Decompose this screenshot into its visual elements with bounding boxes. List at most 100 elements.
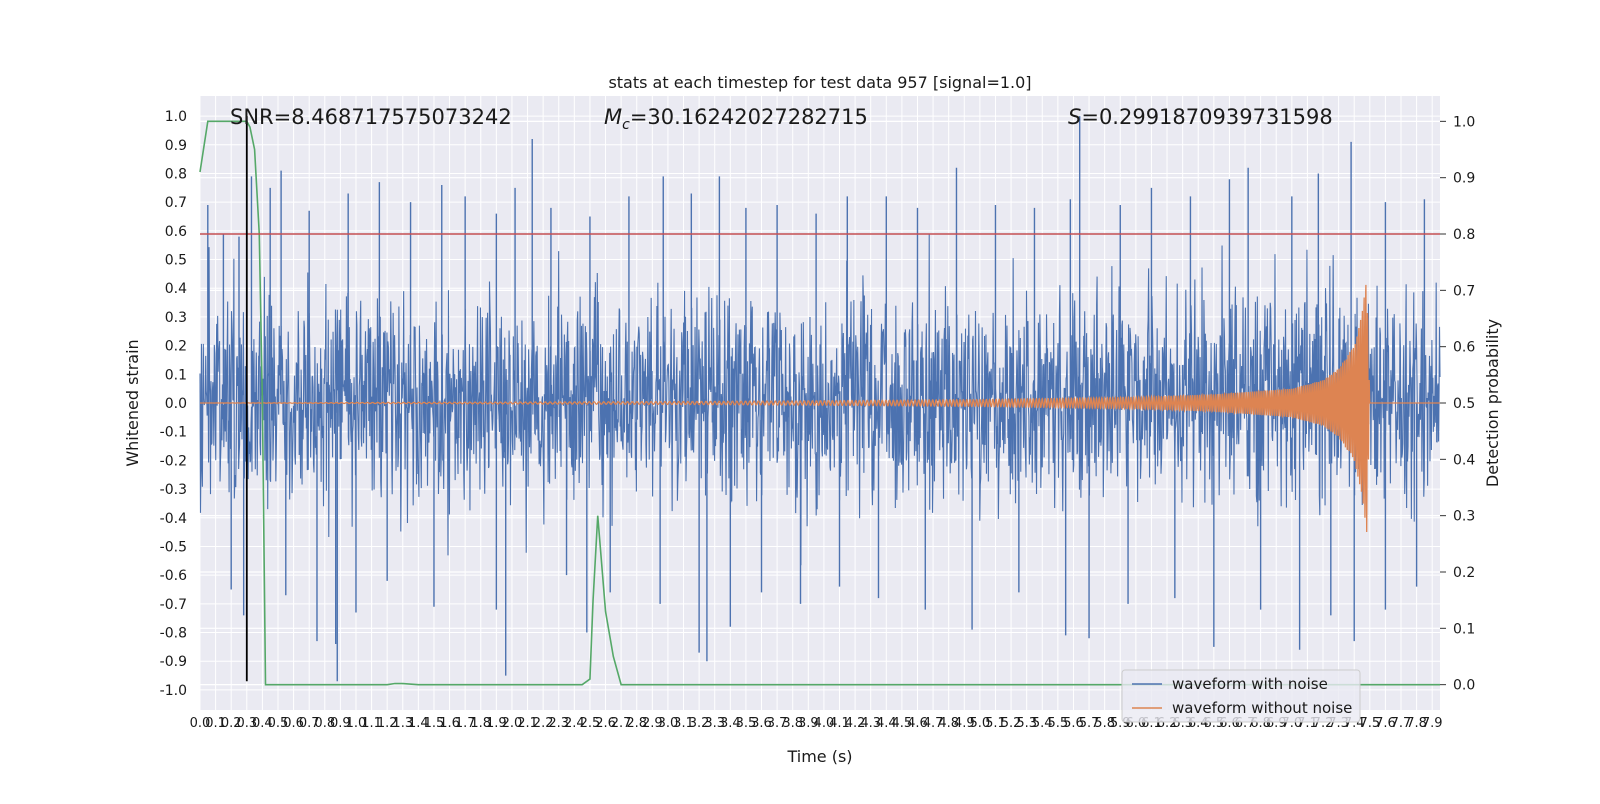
x-tick-label: 3.0: [658, 716, 679, 731]
probability-trace: [199, 120, 1440, 686]
y-tick-label: 0.3: [165, 310, 187, 326]
y-tick-label: 0.8: [165, 166, 187, 182]
x-tick-label: 3.8: [782, 716, 803, 731]
x-tick-label: 1.2: [377, 716, 398, 731]
x-tick-label: 3.5: [736, 716, 757, 731]
series-waveform-with-noise: [199, 116, 1441, 682]
x-tick-label: 3.4: [720, 716, 741, 731]
x-tick-label: 0.3: [236, 716, 257, 731]
x-tick-label: 0.1: [205, 716, 226, 731]
y-tick-label: -0.3: [160, 482, 187, 498]
x-tick-label: 2.2: [533, 716, 554, 731]
x-tick-label: 1.0: [346, 716, 367, 731]
x-tick-label: 1.3: [392, 716, 413, 731]
y2-tick-label: 0.9: [1453, 171, 1475, 187]
y2-tick-label: 0.3: [1453, 509, 1475, 525]
x-tick-label: 5.3: [1016, 716, 1037, 731]
series-waveform-without-noise: [200, 284, 1440, 532]
x-tick-label: 2.1: [517, 716, 538, 731]
snr-annotation: SNR=8.468717575073242: [230, 105, 512, 129]
y-tick-label: -0.1: [160, 425, 187, 441]
clean-trace: [200, 284, 1440, 532]
y-tick-label: 0.6: [165, 224, 187, 240]
x-tick-label: 1.4: [408, 716, 429, 731]
x-tick-label: 7.9: [1422, 716, 1443, 731]
mc-value: =30.16242027282715: [630, 105, 868, 129]
mc-annotation: Mc=30.16242027282715: [604, 105, 868, 133]
y-tick-label: -0.6: [160, 568, 187, 584]
x-tick-label: 4.9: [954, 716, 975, 731]
x-tick-label: 5.0: [970, 716, 991, 731]
x-tick-label: 5.1: [985, 716, 1006, 731]
x-tick-label: 5.2: [1001, 716, 1022, 731]
y-tick-label: -1.0: [160, 683, 187, 699]
mc-subscript: c: [622, 117, 630, 133]
x-tick-label: 1.1: [361, 716, 382, 731]
x-tick-label: 1.9: [486, 716, 507, 731]
x-tick-label: 4.0: [814, 716, 835, 731]
x-tick-label: 2.9: [642, 716, 663, 731]
series-detection-probability: [199, 120, 1440, 686]
x-tick-label: 0.7: [299, 716, 320, 731]
x-tick-label: 5.4: [1032, 716, 1053, 731]
y2-tick-label: 0.2: [1453, 565, 1475, 581]
x-tick-label: 0.0: [190, 716, 211, 731]
legend-label-waveform-without-noise: waveform without noise: [1172, 699, 1352, 717]
x-tick-label: 5.6: [1063, 716, 1084, 731]
y-tick-label: 0.5: [165, 253, 187, 269]
y-tick-label: 0.0: [165, 396, 187, 412]
x-tick-label: 2.7: [611, 716, 632, 731]
y-tick-label: 0.2: [165, 339, 187, 355]
x-tick-label: 1.6: [439, 716, 460, 731]
legend-label-waveform-with-noise: waveform with noise: [1172, 675, 1328, 693]
x-tick-label: 0.9: [330, 716, 351, 731]
y2-tick-label: 0.7: [1453, 283, 1475, 299]
y2-tick-label: 0.0: [1453, 678, 1475, 694]
x-tick-label: 4.7: [923, 716, 944, 731]
legend-box: [1121, 669, 1361, 723]
x-tick-label: 3.6: [751, 716, 772, 731]
x-tick-label: 4.4: [876, 716, 897, 731]
x-tick-label: 1.7: [455, 716, 476, 731]
y-tick-label: -0.5: [160, 539, 187, 555]
x-tick-label: 2.8: [626, 716, 647, 731]
x-tick-label: 4.8: [938, 716, 959, 731]
x-tick-label: 0.5: [268, 716, 289, 731]
y-tick-label: -0.4: [160, 511, 187, 527]
x-tick-label: 3.3: [704, 716, 725, 731]
x-tick-label: 5.5: [1048, 716, 1069, 731]
s-value: =0.2991870939731598: [1081, 105, 1332, 129]
x-tick-label: 7.6: [1375, 716, 1396, 731]
y-tick-label: -0.7: [160, 597, 187, 613]
y2-tick-label: 0.4: [1453, 452, 1475, 468]
y2-tick-label: 0.5: [1453, 396, 1475, 412]
y-tick-label: -0.8: [160, 626, 187, 642]
y-tick-labels: 1.0 0.9 0.8 0.7 0.6 0.5 0.4 0.3 0.2 0.1 0.0 -0.1 -0.…: [160, 109, 187, 699]
x-tick-label: 3.1: [673, 716, 694, 731]
markers: [200, 116, 1440, 682]
x-tick-label: 0.4: [252, 716, 273, 731]
x-tick-label: 4.3: [860, 716, 881, 731]
legend: waveform with noise waveform without noi…: [1121, 669, 1361, 723]
y-axis-label: Whitened strain: [123, 339, 142, 466]
x-tick-label: 3.2: [689, 716, 710, 731]
y2-tick-label: 0.1: [1453, 621, 1475, 637]
x-tick-label: 2.4: [564, 716, 585, 731]
x-tick-label: 4.6: [907, 716, 928, 731]
x-tick-label: 3.9: [798, 716, 819, 731]
x-tick-label: 0.8: [314, 716, 335, 731]
y2-tick-label: 1.0: [1453, 114, 1475, 130]
x-axis-label: Time (s): [786, 747, 852, 766]
x-tick-label: 2.0: [502, 716, 523, 731]
y-tick-label: 0.7: [165, 195, 187, 211]
x-tick-label: 4.1: [829, 716, 850, 731]
y2-tick-label: 0.8: [1453, 227, 1475, 243]
x-tick-label: 1.8: [470, 716, 491, 731]
x-tick-label: 0.6: [283, 716, 304, 731]
y2-axis-label: Detection probability: [1483, 319, 1502, 487]
x-tick-label: 7.7: [1391, 716, 1412, 731]
y2-tick-labels: 1.0 0.9 0.8 0.7 0.6 0.5 0.4 0.3 0.2 0.1 0.0: [1440, 114, 1475, 694]
y-tick-label: 0.4: [165, 281, 187, 297]
